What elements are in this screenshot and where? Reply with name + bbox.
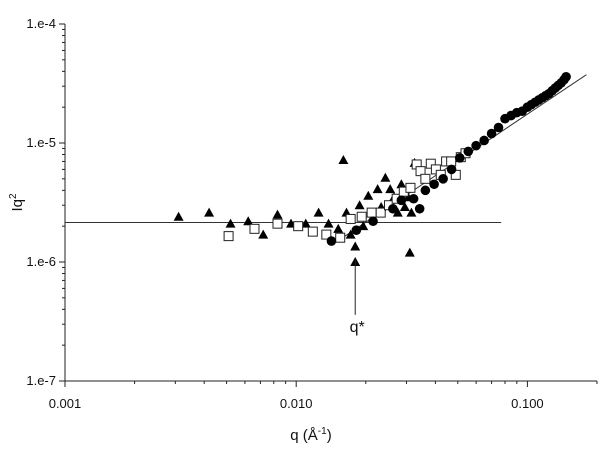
circle-point <box>420 185 431 196</box>
triangle-point <box>313 207 324 217</box>
circle-point <box>454 153 465 163</box>
triangle-point <box>358 221 369 231</box>
fit-lines <box>65 74 587 240</box>
y-tick-label: 1.e-4 <box>26 16 56 31</box>
triangle-point <box>350 241 361 251</box>
square-point <box>249 223 260 234</box>
triangle-point <box>243 216 254 226</box>
square-point <box>356 211 367 222</box>
square-point <box>366 207 377 218</box>
y-tick-label: 1.e-5 <box>26 135 56 150</box>
y-axis-title: Iq2 <box>8 193 26 212</box>
square-point <box>223 231 234 242</box>
axes: 1.e-7 1.e-6 1.e-5 1.e-4 0.001 0.010 0.100 <box>26 16 598 411</box>
square-point <box>345 213 356 224</box>
series-circle-filled <box>326 72 571 246</box>
circle-point <box>396 195 407 206</box>
triangle-point <box>372 184 383 194</box>
circle-point <box>414 203 425 214</box>
square-point <box>321 229 332 240</box>
circle-point <box>479 135 489 146</box>
circle-point <box>486 128 497 139</box>
circle-point <box>471 140 481 151</box>
square-point <box>272 218 283 229</box>
square-point <box>335 232 346 243</box>
circle-point <box>429 179 439 190</box>
triangle-point <box>225 218 236 228</box>
triangle-point <box>406 207 417 217</box>
triangle-point <box>385 184 396 194</box>
triangle-point <box>300 218 311 228</box>
x-axis-title-superscript: -1 <box>318 426 327 437</box>
q-star-label: q* <box>350 319 365 336</box>
square-point <box>425 158 436 169</box>
y-axis-title-base: Iq <box>9 199 26 212</box>
x-tick-label: 0.001 <box>49 396 82 411</box>
triangle-point <box>272 209 283 219</box>
triangle-point <box>333 223 344 233</box>
circle-point <box>408 193 419 204</box>
triangle-point <box>323 218 334 228</box>
x-axis-title: q (Å-1) <box>290 426 331 444</box>
square-point <box>405 182 416 193</box>
square-point <box>293 221 304 232</box>
triangle-point <box>380 172 391 182</box>
circle-point <box>368 216 378 227</box>
square-point <box>307 226 318 237</box>
triangle-point <box>338 154 349 164</box>
circle-point <box>561 72 571 82</box>
y-axis-title-superscript: 2 <box>8 193 19 199</box>
y-tick-label: 1.e-6 <box>26 254 56 269</box>
square-point <box>420 173 431 184</box>
triangle-point <box>399 201 410 211</box>
circle-point <box>446 164 457 175</box>
circle-point <box>438 174 448 184</box>
x-axis-title-end: ) <box>327 427 332 444</box>
triangle-point <box>363 190 374 200</box>
circle-point <box>463 146 474 157</box>
triangle-point <box>396 179 407 189</box>
circle-point <box>351 225 362 236</box>
annotation: q* <box>350 259 365 336</box>
triangle-point <box>173 211 184 221</box>
triangle-point <box>404 247 415 257</box>
triangle-point <box>354 200 365 210</box>
y-tick-label: 1.e-7 <box>26 373 56 388</box>
triangle-point <box>258 229 269 239</box>
data-series <box>173 72 571 266</box>
circle-point <box>388 203 398 214</box>
circle-point <box>493 122 504 133</box>
square-point <box>375 207 386 218</box>
x-tick-label: 0.010 <box>280 396 313 411</box>
triangle-point <box>204 207 215 217</box>
triangle-point <box>345 229 356 239</box>
x-axis-title-base: q (Å <box>290 427 318 444</box>
circle-point <box>326 236 337 246</box>
square-point <box>446 156 457 167</box>
triangle-point <box>392 207 403 217</box>
x-tick-label: 0.100 <box>511 396 544 411</box>
